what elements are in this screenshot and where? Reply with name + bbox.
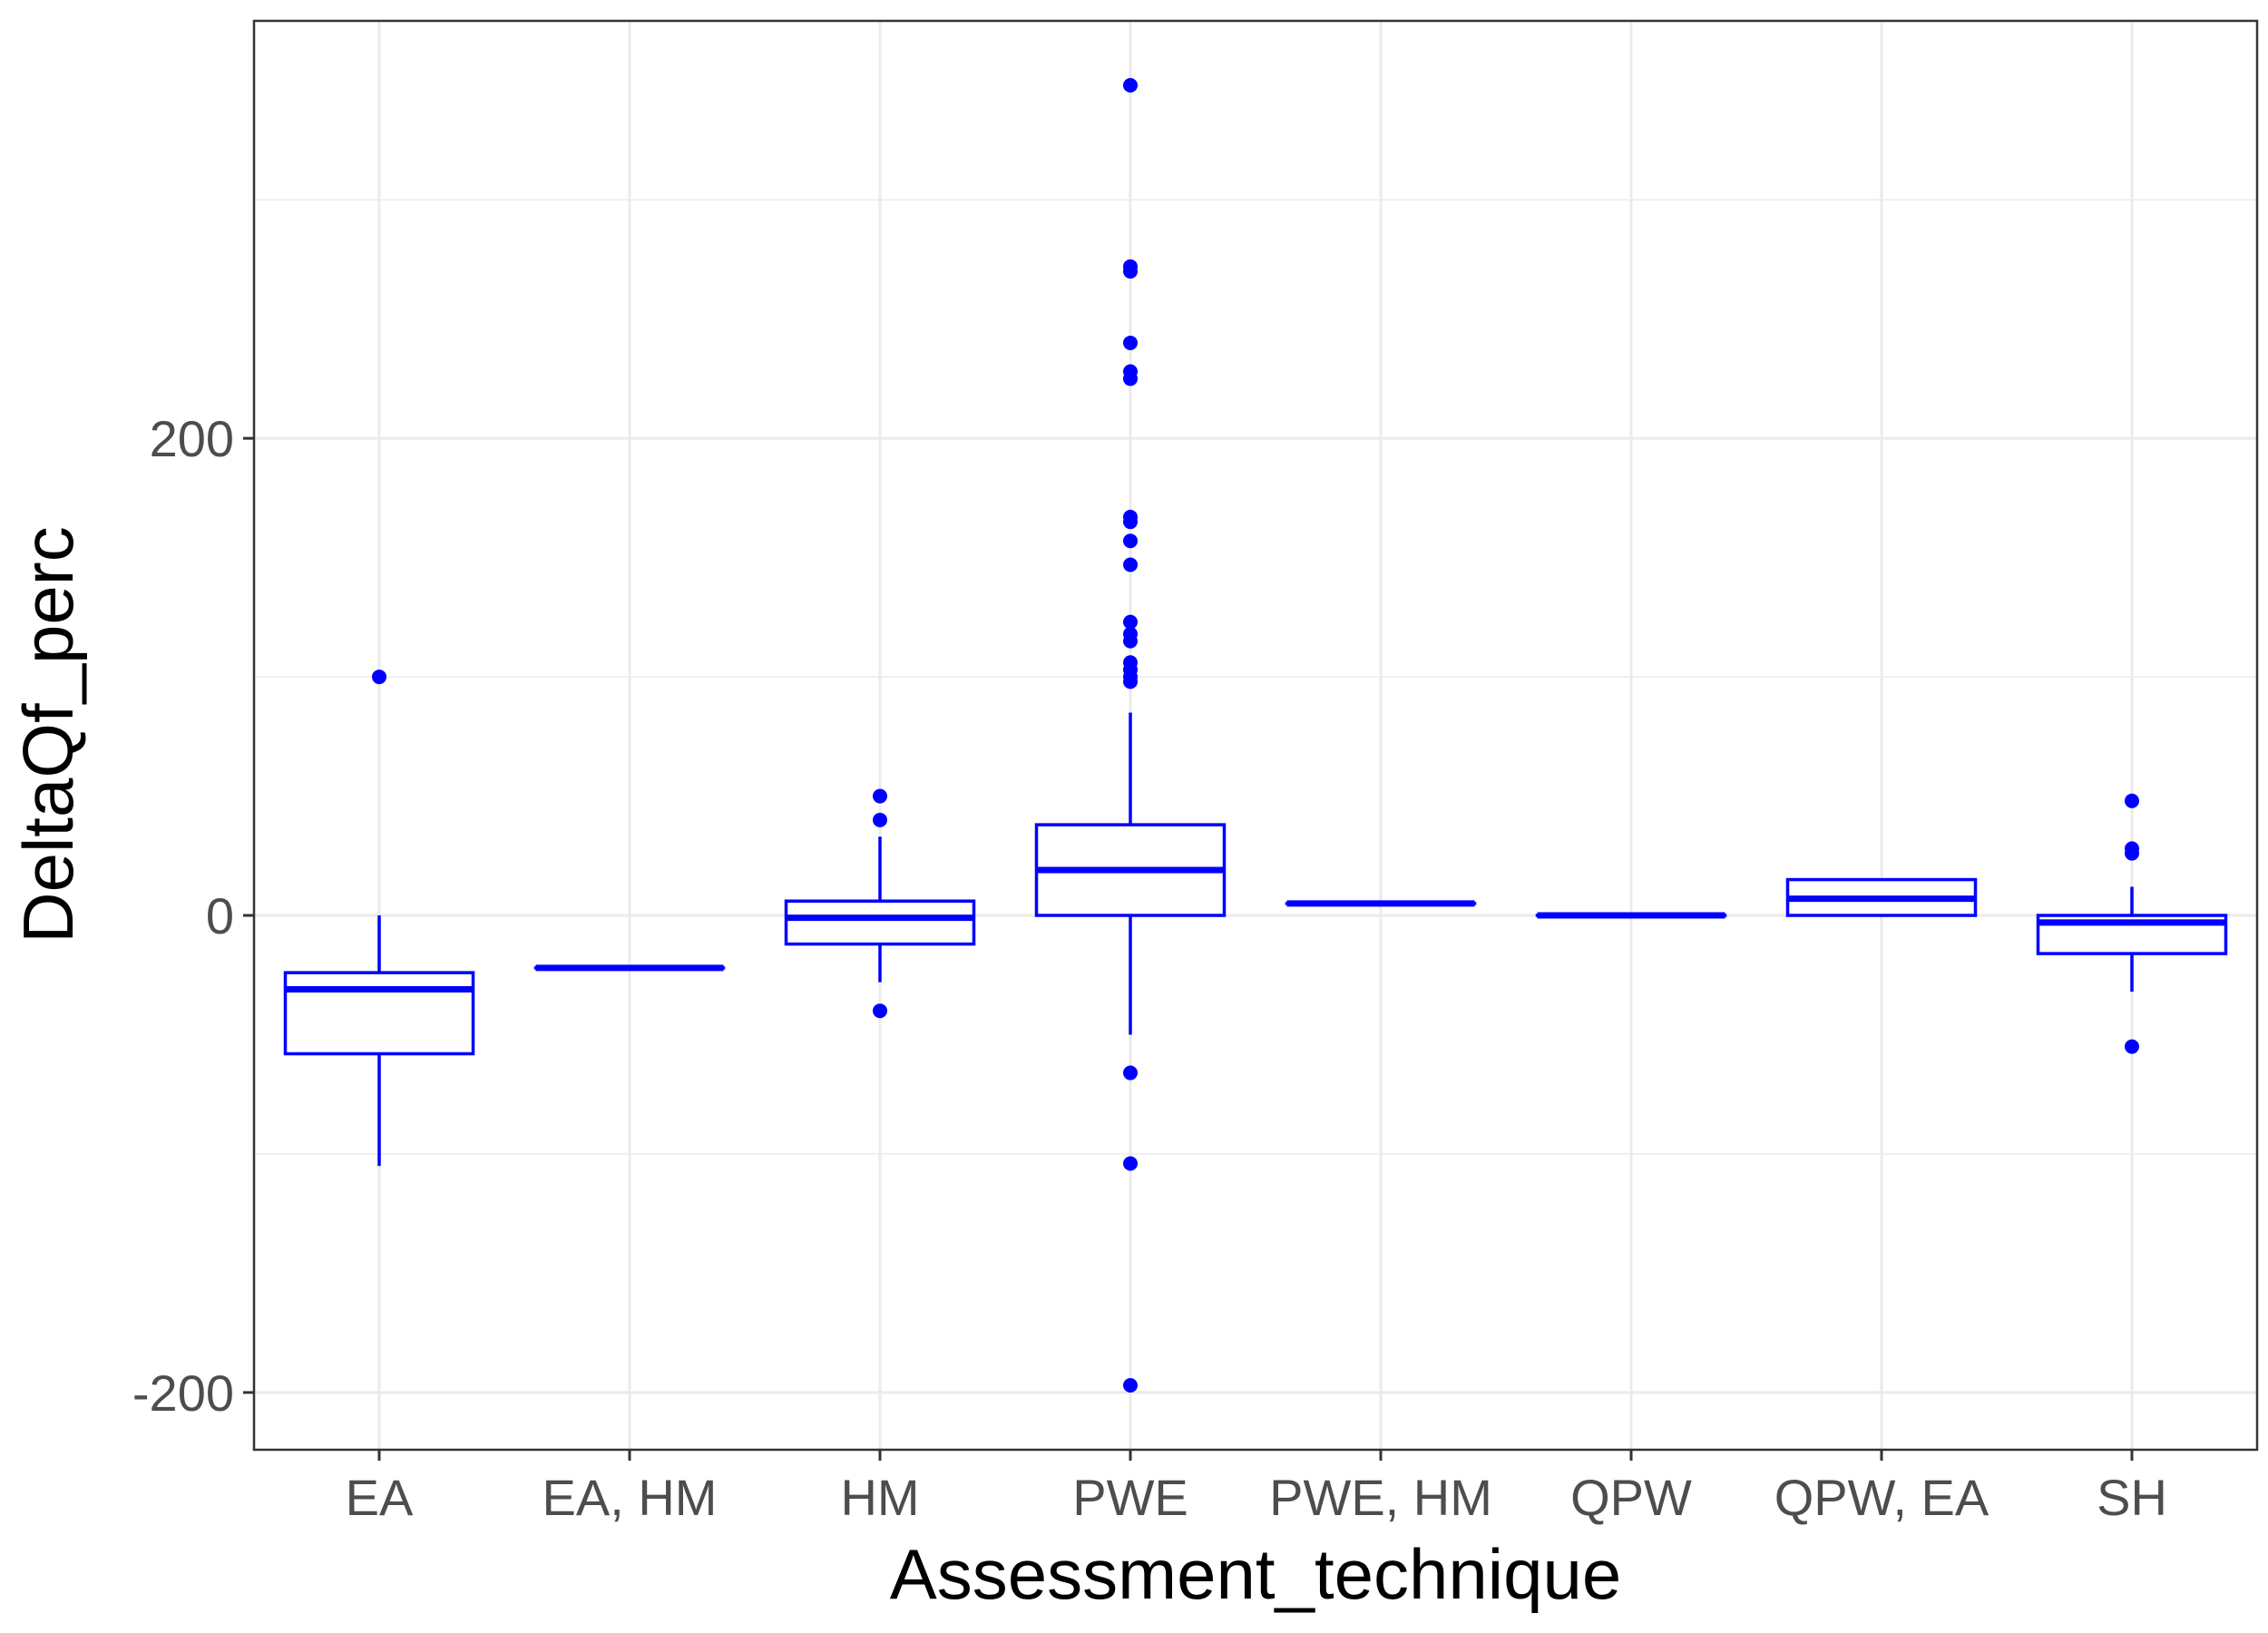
outlier-point — [1123, 264, 1138, 279]
axes: -200 0 200 EA EA, HM HM PWE PWE, HM QPW QPW, EA SH — [132, 410, 2167, 1526]
outlier-point — [873, 812, 887, 827]
y-tick-label: 0 — [206, 887, 234, 944]
outlier-point — [1123, 614, 1138, 630]
y-axis-title: DeltaQf_perc — [8, 526, 88, 944]
outlier-point — [1123, 77, 1138, 93]
box-sh — [2036, 793, 2228, 1054]
plot-panel-border — [252, 19, 2259, 1452]
box-ea — [283, 670, 475, 1167]
x-tick-label: QPW — [1570, 1469, 1692, 1526]
box-pwe — [1034, 77, 1227, 1393]
box-hm — [784, 788, 976, 1019]
outlier-point — [372, 670, 386, 685]
outlier-point — [1123, 1156, 1138, 1171]
outlier-point — [2125, 846, 2139, 861]
outlier-point — [2125, 793, 2139, 808]
outlier-point — [2125, 1039, 2139, 1054]
outlier-point — [1123, 335, 1138, 350]
outlier-point — [873, 1003, 887, 1019]
y-tick-label: 200 — [150, 410, 234, 467]
x-tick-label: HM — [840, 1469, 919, 1526]
x-tick-label: EA, HM — [543, 1469, 718, 1526]
outlier-point — [1123, 633, 1138, 649]
outlier-point — [1123, 533, 1138, 549]
x-tick-label: EA — [346, 1469, 414, 1526]
y-tick-label: -200 — [132, 1364, 234, 1422]
x-axis-title: Assessment_technique — [890, 1534, 1621, 1614]
outlier-point — [1123, 1065, 1138, 1081]
outlier-point — [1123, 514, 1138, 530]
outlier-point — [873, 788, 887, 804]
outlier-point — [1123, 371, 1138, 386]
box-qpw-ea — [1785, 877, 1978, 917]
interquartile-box — [784, 899, 976, 946]
outlier-point — [1123, 557, 1138, 572]
interquartile-box — [283, 971, 475, 1056]
x-tick-label: PWE, HM — [1269, 1469, 1492, 1526]
x-tick-label: PWE — [1072, 1469, 1188, 1526]
outlier-point — [1123, 674, 1138, 689]
outlier-point — [1123, 1378, 1138, 1393]
box-series — [283, 77, 2228, 1393]
x-tick-label: QPW, EA — [1774, 1469, 1989, 1526]
x-tick-label: SH — [2097, 1469, 2167, 1526]
